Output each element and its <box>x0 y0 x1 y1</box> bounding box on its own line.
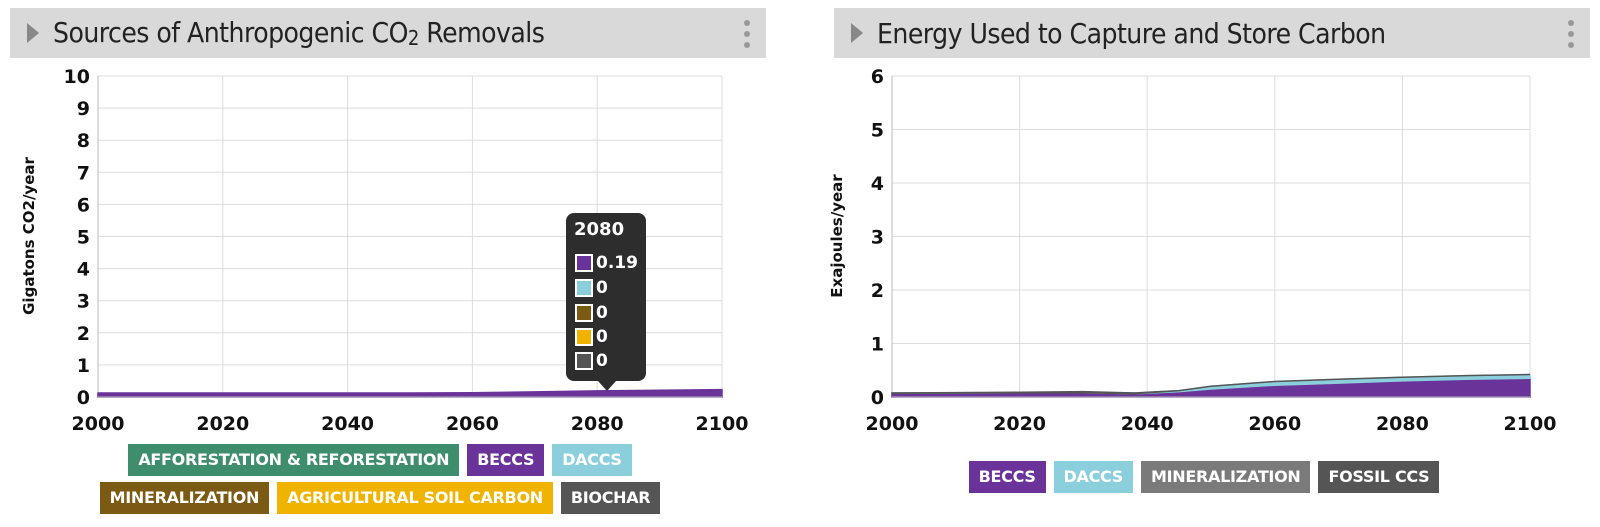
area-beccs <box>97 388 723 398</box>
x-tick-label: 2060 <box>1248 413 1301 435</box>
tooltip-swatch <box>575 279 593 297</box>
x-tick-label: 2040 <box>1121 413 1174 435</box>
legend-item-mineralization[interactable]: MINERALIZATION <box>1141 461 1311 493</box>
removals-chart: 0 1 2 3 4 5 6 7 8 9 10 2000 2020 2040 2060 2080 2100 Giga… <box>20 66 749 435</box>
panel-title: Energy Used to Capture and Store Carbon <box>877 16 1386 50</box>
x-tick-label: 2100 <box>696 413 749 435</box>
kebab-menu-icon[interactable] <box>744 20 750 48</box>
legend-item-daccs[interactable]: DACCS <box>1053 461 1134 493</box>
x-tick-label: 2020 <box>196 413 249 435</box>
legend-item-agricultural-soil-carbon[interactable]: AGRICULTURAL SOIL CARBON <box>277 482 553 514</box>
tooltip-swatch <box>575 254 593 272</box>
y-tick-label: 4 <box>871 173 884 195</box>
x-tick-label: 2060 <box>446 413 499 435</box>
removals-panel-header[interactable]: Sources of Anthropogenic CO2 Removals <box>10 8 766 58</box>
y-tick-label: 1 <box>77 355 90 377</box>
y-tick-label: 2 <box>871 280 884 302</box>
y-tick-label: 10 <box>64 66 90 88</box>
y-tick-label: 3 <box>871 227 884 249</box>
tooltip-row: 0 <box>575 303 608 323</box>
x-tick-label: 2080 <box>1376 413 1429 435</box>
x-tick-label: 2040 <box>321 413 374 435</box>
legend-item-afforestation-reforestation[interactable]: AFFORESTATION & REFORESTATION <box>128 444 460 476</box>
y-tick-label: 9 <box>77 98 90 120</box>
tooltip-swatch <box>575 304 593 322</box>
y-tick-label: 2 <box>77 323 90 345</box>
tooltip-row: 0 <box>575 327 608 347</box>
y-tick-label: 8 <box>77 130 90 152</box>
tooltip-row: 0 <box>575 278 608 298</box>
y-tick-label: 0 <box>77 387 90 409</box>
y-axis-label: Exajoules/year <box>828 174 846 298</box>
legend-item-biochar[interactable]: BIOCHAR <box>560 482 661 514</box>
tooltip-value: 0.19 <box>596 253 638 273</box>
tooltip-row: 0 <box>575 351 608 371</box>
tooltip-swatch <box>575 328 593 346</box>
y-tick-label: 1 <box>871 334 884 356</box>
tooltip-value: 0 <box>596 351 608 371</box>
legend-item-daccs[interactable]: DACCS <box>552 444 632 476</box>
tooltip-value: 0 <box>596 303 608 323</box>
tooltip-row: 0.19 <box>575 253 638 273</box>
y-tick-label: 6 <box>871 66 884 88</box>
tooltip-value: 0 <box>596 327 608 347</box>
y-tick-label: 4 <box>77 259 90 281</box>
y-tick-label: 5 <box>871 120 884 142</box>
energy-legend: BECCS DACCS MINERALIZATION FOSSIL CCS <box>874 461 1534 493</box>
energy-chart: 0 1 2 3 4 5 6 2000 2020 2040 2060 2080 2100 Exajoules… <box>828 66 1557 435</box>
tooltip-value: 0 <box>596 278 608 298</box>
tooltip-swatch <box>575 352 593 370</box>
y-tick-label: 0 <box>871 387 884 409</box>
y-tick-label: 7 <box>77 162 90 184</box>
kebab-menu-icon[interactable] <box>1568 20 1574 48</box>
chart-tooltip: 2080 0.19 0 0 0 0 <box>566 213 646 391</box>
x-tick-label: 2020 <box>993 413 1046 435</box>
removals-panel: Sources of Anthropogenic CO2 Removals 0 1… <box>10 0 766 527</box>
legend-item-fossil-ccs[interactable]: FOSSIL CCS <box>1318 461 1440 493</box>
legend-item-beccs[interactable]: BECCS <box>467 444 545 476</box>
area-fossil-ccs <box>891 373 1531 395</box>
energy-panel-header[interactable]: Energy Used to Capture and Store Carbon <box>834 8 1590 58</box>
y-axis-label: Gigatons CO2/year <box>20 157 38 315</box>
x-tick-label: 2000 <box>866 413 919 435</box>
caret-right-icon[interactable] <box>851 23 863 43</box>
removals-legend: AFFORESTATION & REFORESTATION BECCS DACCS M… <box>50 444 710 514</box>
y-tick-label: 5 <box>77 227 90 249</box>
tooltip-year: 2080 <box>574 219 625 240</box>
x-tick-label: 2080 <box>571 413 624 435</box>
caret-right-icon[interactable] <box>27 23 39 43</box>
legend-item-mineralization[interactable]: MINERALIZATION <box>99 482 270 514</box>
energy-panel: Energy Used to Capture and Store Carbon … <box>828 0 1590 527</box>
legend-item-beccs[interactable]: BECCS <box>968 461 1046 493</box>
x-tick-label: 2100 <box>1504 413 1557 435</box>
panel-title: Sources of Anthropogenic CO2 Removals <box>53 16 545 50</box>
y-tick-label: 3 <box>77 291 90 313</box>
x-tick-label: 2000 <box>72 413 125 435</box>
y-tick-label: 6 <box>77 194 90 216</box>
